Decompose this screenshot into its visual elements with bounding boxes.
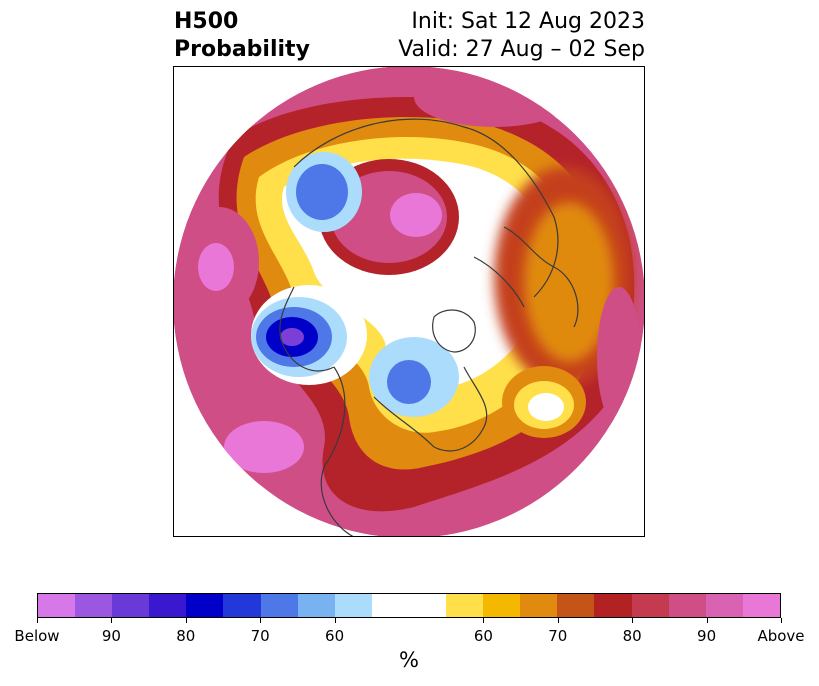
field-above-max-arctic-core	[390, 193, 442, 237]
coastlines	[279, 118, 579, 538]
colorbar-tick-mark	[334, 618, 336, 623]
probability-map	[173, 66, 645, 538]
colorbar-segment	[38, 594, 76, 617]
field-below-siberia-mid	[296, 164, 348, 220]
colorbar-tick-label: 90	[101, 627, 121, 645]
field-below-pacific-core	[280, 328, 304, 346]
colorbar-segment	[742, 594, 780, 617]
colorbar-unit-label: %	[399, 648, 419, 672]
colorbar-segment	[483, 594, 521, 617]
colorbar-segment	[149, 594, 187, 617]
colorbar-segment	[75, 594, 113, 617]
colorbar-tick-mark	[706, 618, 708, 623]
title-product: Probability	[174, 37, 310, 62]
field-above-max-south	[224, 421, 304, 473]
colorbar-segment	[371, 594, 409, 617]
colorbar	[37, 593, 781, 618]
colorbar-segment	[705, 594, 743, 617]
colorbar-segment	[520, 594, 558, 617]
colorbar-tick-label: 80	[176, 627, 196, 645]
colorbar-tick-mark	[111, 618, 113, 623]
field-above-max-east-rim	[597, 287, 641, 427]
valid-period: Valid: 27 Aug – 02 Sep	[398, 37, 645, 62]
field-below-canada-mid	[387, 360, 431, 404]
coast-greenland	[432, 309, 476, 353]
colorbar-tick-label: 70	[548, 627, 568, 645]
colorbar-tick-mark	[37, 618, 38, 623]
coast-alaska	[279, 286, 335, 372]
colorbar-tick-mark	[632, 618, 634, 623]
colorbar-tick-mark	[781, 618, 782, 623]
colorbar-tick-label: Below	[14, 627, 60, 645]
title-variable: H500	[174, 9, 239, 34]
field-above-max-pacific-core	[198, 243, 234, 291]
coast-north-america	[320, 366, 488, 538]
colorbar-tick-label: 90	[697, 627, 717, 645]
init-date: Init: Sat 12 Aug 2023	[411, 9, 645, 34]
colorbar-segment	[594, 594, 632, 617]
colorbar-segment	[223, 594, 261, 617]
field-above-max-northeast	[414, 67, 574, 127]
colorbar-tick-label: 80	[622, 627, 642, 645]
probability-field	[173, 66, 645, 538]
colorbar-segment	[334, 594, 372, 617]
colorbar-tick-mark	[557, 618, 559, 623]
colorbar-segment	[186, 594, 224, 617]
colorbar-segment	[112, 594, 150, 617]
coast-eurasia	[293, 118, 559, 308]
field-above-mid-east	[524, 202, 614, 362]
colorbar-segment	[557, 594, 595, 617]
colorbar-tick-label: 70	[250, 627, 270, 645]
colorbar-segment	[668, 594, 706, 617]
colorbar-segment	[260, 594, 298, 617]
colorbar-tick-mark	[260, 618, 262, 623]
colorbar-tick-mark	[185, 618, 187, 623]
colorbar-tick-label: 60	[473, 627, 493, 645]
map-panel	[173, 66, 645, 538]
title-right: Init: Sat 12 Aug 2023 Valid: 27 Aug – 02…	[398, 8, 645, 64]
colorbar-segment	[408, 594, 447, 617]
colorbar-tick-label: 60	[325, 627, 345, 645]
colorbar-tick-label: Above	[757, 627, 805, 645]
coast-europe	[503, 226, 579, 328]
colorbar-segment	[631, 594, 669, 617]
colorbar-segment	[446, 594, 484, 617]
title-left: H500 Probability	[174, 8, 310, 64]
field-atlantic-pocket-core	[528, 393, 564, 421]
colorbar-segment	[297, 594, 335, 617]
colorbar-tick-mark	[483, 618, 485, 623]
